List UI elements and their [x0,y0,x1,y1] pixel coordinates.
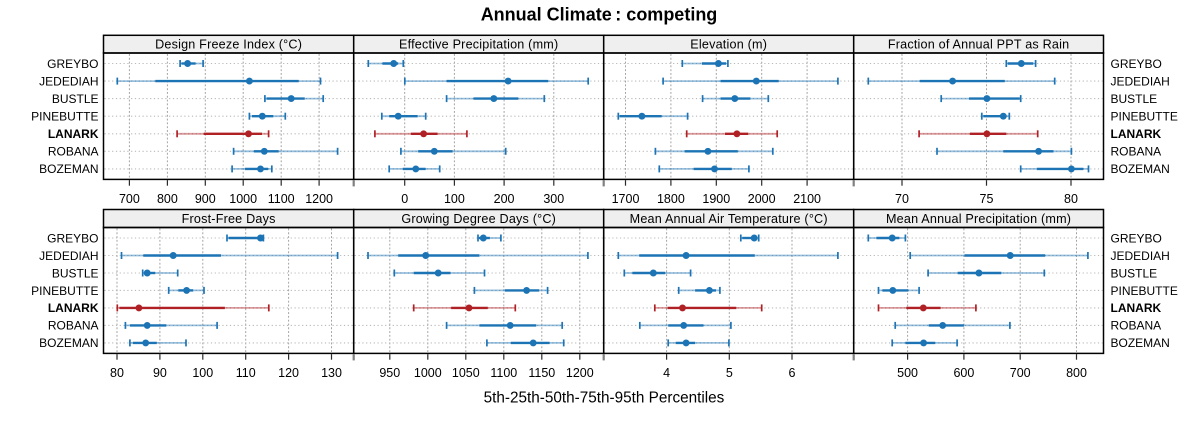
svg-text:6: 6 [789,366,796,380]
svg-text:5: 5 [726,366,733,380]
svg-text:LANARK: LANARK [1111,127,1162,141]
svg-text:130: 130 [321,366,342,380]
svg-text:500: 500 [897,366,918,380]
svg-text:BUSTLE: BUSTLE [1111,266,1158,280]
svg-text:950: 950 [379,366,400,380]
svg-text:GREYBO: GREYBO [47,57,98,71]
svg-text:BUSTLE: BUSTLE [52,92,99,106]
svg-text:5th-25th-50th-75th-95th Percen: 5th-25th-50th-75th-95th Percentiles [484,390,725,407]
svg-text:110: 110 [236,366,256,380]
svg-text:700: 700 [1010,366,1031,380]
svg-text:1200: 1200 [305,192,333,206]
svg-text:100: 100 [192,366,213,380]
svg-text:JEDEDIAH: JEDEDIAH [39,249,98,263]
svg-text:ROBANA: ROBANA [48,145,99,159]
svg-text:1050: 1050 [452,366,480,380]
svg-text:GREYBO: GREYBO [47,231,98,245]
svg-text:100: 100 [444,192,465,206]
svg-text:Elevation (m): Elevation (m) [690,37,767,51]
svg-text:PINEBUTTE: PINEBUTTE [31,284,98,298]
svg-text:Design Freeze Index (°C): Design Freeze Index (°C) [155,37,302,51]
svg-text:BOZEMAN: BOZEMAN [39,162,98,176]
svg-text:LANARK: LANARK [48,127,99,141]
svg-text:120: 120 [278,366,299,380]
svg-text:80: 80 [110,366,124,380]
svg-text:BOZEMAN: BOZEMAN [39,336,98,350]
svg-text:ROBANA: ROBANA [48,319,99,333]
svg-text:1100: 1100 [490,366,517,380]
svg-text:Annual Climate : competing: Annual Climate : competing [481,5,718,25]
svg-text:Mean Annual Air Temperature (°: Mean Annual Air Temperature (°C) [630,212,828,226]
svg-text:1800: 1800 [657,192,685,206]
svg-text:Growing Degree Days (°C): Growing Degree Days (°C) [401,212,556,226]
svg-text:JEDEDIAH: JEDEDIAH [1111,249,1170,263]
svg-text:PINEBUTTE: PINEBUTTE [1111,284,1178,298]
svg-text:PINEBUTTE: PINEBUTTE [1111,110,1178,124]
svg-text:ROBANA: ROBANA [1111,145,1162,159]
svg-text:1150: 1150 [528,366,555,380]
svg-text:Frost-Free Days: Frost-Free Days [182,212,276,226]
svg-text:70: 70 [895,192,909,206]
svg-text:JEDEDIAH: JEDEDIAH [39,74,98,88]
svg-text:1700: 1700 [612,192,640,206]
svg-text:1000: 1000 [414,366,442,380]
svg-text:ROBANA: ROBANA [1111,319,1162,333]
svg-text:600: 600 [953,366,974,380]
svg-text:4: 4 [663,366,670,380]
svg-text:PINEBUTTE: PINEBUTTE [31,110,98,124]
svg-text:0: 0 [401,192,408,206]
svg-text:80: 80 [1064,192,1078,206]
svg-text:900: 900 [195,192,216,206]
svg-text:2100: 2100 [793,192,821,206]
svg-text:800: 800 [157,192,178,206]
svg-text:300: 300 [543,192,564,206]
svg-text:75: 75 [980,192,994,206]
svg-text:1200: 1200 [566,366,594,380]
svg-text:GREYBO: GREYBO [1111,57,1162,71]
svg-text:Mean Annual Precipitation (mm): Mean Annual Precipitation (mm) [886,212,1071,226]
svg-text:800: 800 [1066,366,1087,380]
svg-text:1000: 1000 [229,192,257,206]
svg-text:2000: 2000 [748,192,776,206]
svg-text:1900: 1900 [702,192,730,206]
svg-text:Fraction of Annual PPT as Rain: Fraction of Annual PPT as Rain [888,37,1069,51]
svg-text:LANARK: LANARK [1111,301,1162,315]
svg-text:LANARK: LANARK [48,301,99,315]
svg-text:200: 200 [494,192,515,206]
svg-text:GREYBO: GREYBO [1111,231,1162,245]
svg-text:90: 90 [153,366,167,380]
svg-text:700: 700 [119,192,140,206]
svg-text:BOZEMAN: BOZEMAN [1111,336,1170,350]
svg-text:BUSTLE: BUSTLE [52,266,99,280]
svg-text:1100: 1100 [268,192,295,206]
svg-text:BUSTLE: BUSTLE [1111,92,1158,106]
svg-text:Effective Precipitation (mm): Effective Precipitation (mm) [399,37,558,51]
svg-text:BOZEMAN: BOZEMAN [1111,162,1170,176]
svg-text:JEDEDIAH: JEDEDIAH [1111,74,1170,88]
